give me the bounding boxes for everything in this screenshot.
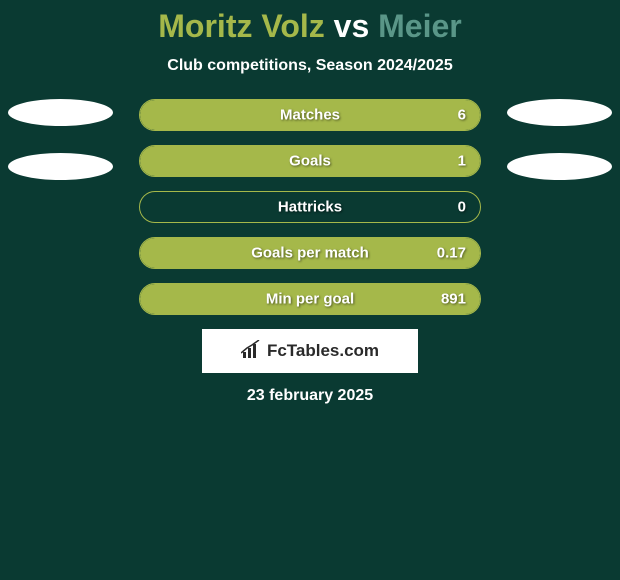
comparison-title: Moritz Volz vs Meier [0,8,620,45]
vs-text: vs [334,8,370,44]
stat-value: 891 [441,291,466,308]
player2-name: Meier [378,8,462,44]
stat-row-hattricks: Hattricks 0 [139,191,481,223]
stat-label: Goals per match [251,245,369,262]
comparison-container: Moritz Volz vs Meier Club competitions, … [0,0,620,405]
stat-row-matches: Matches 6 [139,99,481,131]
stat-label: Matches [280,107,340,124]
stat-label: Goals [289,153,331,170]
stat-value: 0.17 [437,245,466,262]
stat-label: Hattricks [278,199,342,216]
player1-name: Moritz Volz [158,8,325,44]
stats-area: Matches 6 Goals 1 Hattricks 0 Goals per … [0,99,620,315]
stat-row-min-per-goal: Min per goal 891 [139,283,481,315]
date-text: 23 february 2025 [0,387,620,405]
player1-avatar-placeholder [8,99,113,126]
stat-row-goals: Goals 1 [139,145,481,177]
subtitle: Club competitions, Season 2024/2025 [0,57,620,75]
logo-text: FcTables.com [241,340,379,363]
chart-icon [241,340,263,363]
stat-label: Min per goal [266,291,354,308]
stat-value: 1 [458,153,466,170]
stat-value: 6 [458,107,466,124]
logo-box[interactable]: FcTables.com [202,329,418,373]
logo-label: FcTables.com [267,341,379,361]
player2-avatar-placeholder-2 [507,153,612,180]
player1-avatar-placeholder-2 [8,153,113,180]
stat-value: 0 [458,199,466,216]
player2-avatar-placeholder [507,99,612,126]
stat-row-goals-per-match: Goals per match 0.17 [139,237,481,269]
